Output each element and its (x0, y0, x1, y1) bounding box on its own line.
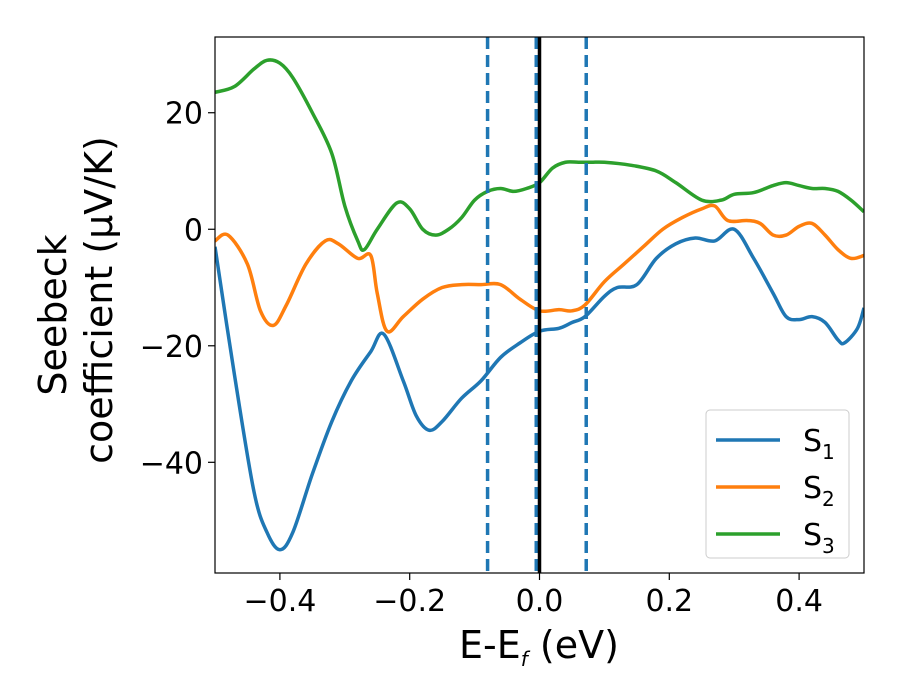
y-axis-title-line1: Seebeck (31, 234, 75, 395)
x-tick-label: −0.4 (243, 584, 316, 619)
legend-items: S1 S2 S3 (716, 424, 835, 558)
legend-box (705, 409, 850, 559)
legend-label-s1: S1 (803, 424, 835, 464)
legend: S1 S2 S3 (705, 409, 850, 559)
x-axis-title-sub: f (521, 647, 531, 671)
x-axis-title-tail: (eV) (528, 623, 619, 667)
series-line-s1 (215, 227, 864, 552)
series-layer (215, 58, 864, 552)
x-tick-label: 0.4 (775, 584, 823, 619)
series-line-s2 (215, 203, 864, 334)
vline-layer (485, 37, 588, 573)
x-tick-label: 0.2 (645, 584, 693, 619)
y-axis-title-line2: coefficient (μV/K) (77, 136, 121, 464)
y-tick-label: 20 (165, 97, 203, 132)
legend-label-s3: S3 (803, 518, 835, 558)
y-tick-label: −40 (140, 446, 203, 481)
legend-label-s2: S2 (803, 471, 835, 511)
y-tick-label: 0 (184, 213, 203, 248)
x-tick-label: −0.2 (373, 584, 446, 619)
series-line-s3 (215, 58, 864, 252)
x-axis-title-main: E-E (459, 623, 521, 667)
x-axis: −0.4 −0.2 0.0 0.2 0.4 (243, 573, 823, 619)
y-axis: 20 0 −20 −40 (140, 97, 215, 481)
y-tick-label: −20 (140, 330, 203, 365)
x-tick-label: 0.0 (516, 584, 564, 619)
x-axis-title: E-Ef (eV) (459, 623, 619, 671)
